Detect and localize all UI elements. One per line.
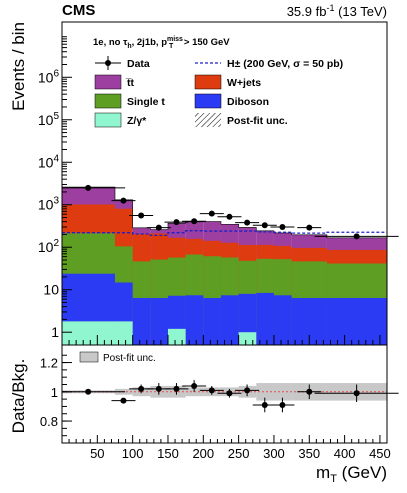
ratio-point — [138, 385, 145, 392]
legend-swatch — [195, 113, 221, 127]
data-point — [279, 223, 286, 230]
y-tick-label: 106 — [38, 68, 60, 85]
selection-label: 1e, no τh, 2j1b, pmiss T > 150 GeV — [93, 36, 230, 50]
ratio-plot-frame — [61, 344, 388, 444]
ratio-point — [173, 385, 180, 392]
y-tick-label: 105 — [38, 111, 60, 128]
legend-swatch — [105, 60, 111, 66]
x-axis-title: mT (GeV) — [316, 463, 387, 485]
legend-entry: Z/γ* — [94, 112, 147, 128]
ratio-point — [226, 390, 233, 397]
legend-label: t̅t — [125, 77, 135, 89]
main-plot: 1 10 102 103 104 105 106 — [38, 36, 399, 345]
experiment-label: CMS — [62, 2, 95, 19]
legend-label: Post-fit unc. — [227, 115, 288, 127]
legend-entry: Diboson — [194, 93, 269, 109]
data-point — [191, 218, 198, 225]
legend-swatch — [94, 93, 122, 109]
legend-label: W+jets — [227, 77, 261, 89]
legend-entry: Post-fit unc. — [195, 113, 288, 127]
hist-bar-diboson — [326, 297, 387, 345]
legend-label: Data — [127, 58, 150, 70]
data-point — [173, 219, 180, 226]
hist-bar-zgamma — [62, 321, 115, 345]
x-tick-label: 200 — [192, 446, 214, 461]
ratio-unc-band — [256, 383, 274, 401]
ratio-point — [279, 401, 286, 408]
data-point — [155, 224, 162, 231]
data-point — [138, 212, 145, 219]
x-tick-label: 400 — [334, 446, 356, 461]
legend-swatch — [194, 93, 222, 109]
data-point — [261, 222, 268, 229]
ratio-point — [191, 382, 198, 389]
ratio-y-axis-title: Data/Bkg. — [9, 359, 28, 434]
x-tick-label: 150 — [157, 446, 179, 461]
hist-bar-diboson — [220, 295, 239, 345]
x-tick-label: 50 — [90, 446, 104, 461]
legend-label: Single t — [127, 96, 165, 108]
ratio-point — [155, 385, 162, 392]
legend-swatch — [94, 74, 122, 90]
data-point — [244, 219, 251, 226]
legend-entry: W+jets — [194, 74, 261, 90]
legend: Data H± (200 GeV, σ = 50 pb) t̅t W+jets Sing… — [94, 56, 343, 128]
legend-entry: Single t — [94, 93, 165, 109]
y-tick-label: 1 — [51, 324, 59, 340]
legend-swatch — [194, 74, 222, 90]
data-point — [120, 197, 127, 204]
ratio-point — [244, 387, 251, 394]
hist-bar-diboson — [132, 297, 151, 345]
ratio-point — [208, 387, 215, 394]
x-tick-label: 250 — [228, 446, 250, 461]
x-tick-label: 300 — [263, 446, 285, 461]
hist-bar-zgamma — [114, 321, 133, 345]
hist-bar-diboson — [273, 295, 292, 345]
ratio-y-tick-label: 0.8 — [40, 414, 58, 429]
data-point — [85, 184, 92, 191]
ratio-plot: Post-fit unc. 0.8 1 1.2 50 100 150 200 250 300 350… — [40, 351, 399, 461]
legend-swatch — [94, 112, 122, 128]
data-point — [306, 224, 313, 231]
ratio-point — [120, 397, 127, 404]
ratio-point — [306, 388, 313, 395]
data-point — [208, 210, 215, 217]
hist-bar-zgamma — [238, 332, 257, 345]
legend-label: Z/γ* — [127, 115, 147, 127]
ratio-legend-swatch — [79, 351, 99, 363]
ratio-legend-label: Post-fit unc. — [103, 353, 156, 364]
luminosity-label: 35.9 fb-1 (13 TeV) — [287, 3, 387, 19]
ratio-point — [261, 401, 268, 408]
legend-label: Diboson — [227, 96, 269, 108]
data-point — [226, 213, 233, 220]
legend-entry: t̅t — [94, 74, 135, 90]
ratio-y-tick-label: 1 — [51, 385, 58, 400]
hist-bar-diboson — [150, 297, 168, 345]
ratio-point — [85, 388, 92, 395]
ratio-y-tick-label: 1.2 — [40, 356, 58, 371]
x-tick-label: 350 — [298, 446, 320, 461]
y-tick-label: 103 — [38, 196, 60, 213]
y-tick-label: 10 — [43, 282, 59, 298]
legend-label: H± (200 GeV, σ = 50 pb) — [227, 58, 343, 70]
y-axis-title: Events / bin — [9, 22, 28, 111]
hist-bar-zgamma — [167, 328, 186, 345]
hist-bar-diboson — [256, 292, 274, 345]
x-tick-label: 450 — [369, 446, 391, 461]
y-tick-label: 104 — [38, 153, 60, 170]
legend-entry: Data — [95, 56, 150, 70]
x-tick-label: 100 — [122, 446, 144, 461]
data-point — [353, 233, 360, 240]
legend-entry: H± (200 GeV, σ = 50 pb) — [195, 58, 343, 70]
y-tick-label: 102 — [38, 238, 60, 255]
ratio-point — [353, 390, 360, 397]
hist-bar-diboson — [185, 295, 204, 345]
hist-bar-diboson — [203, 297, 221, 345]
